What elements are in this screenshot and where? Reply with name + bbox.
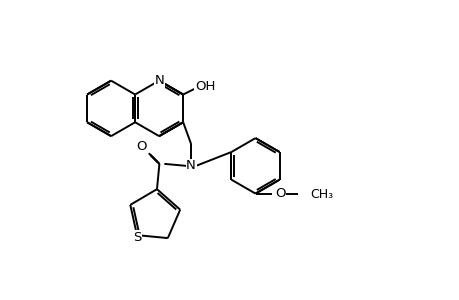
Text: N: N [154,74,164,87]
Text: S: S [133,231,141,244]
Text: O: O [136,140,146,152]
Text: O: O [274,187,285,200]
Text: N: N [186,159,196,172]
Text: CH₃: CH₃ [309,188,332,201]
Text: OH: OH [194,80,215,93]
